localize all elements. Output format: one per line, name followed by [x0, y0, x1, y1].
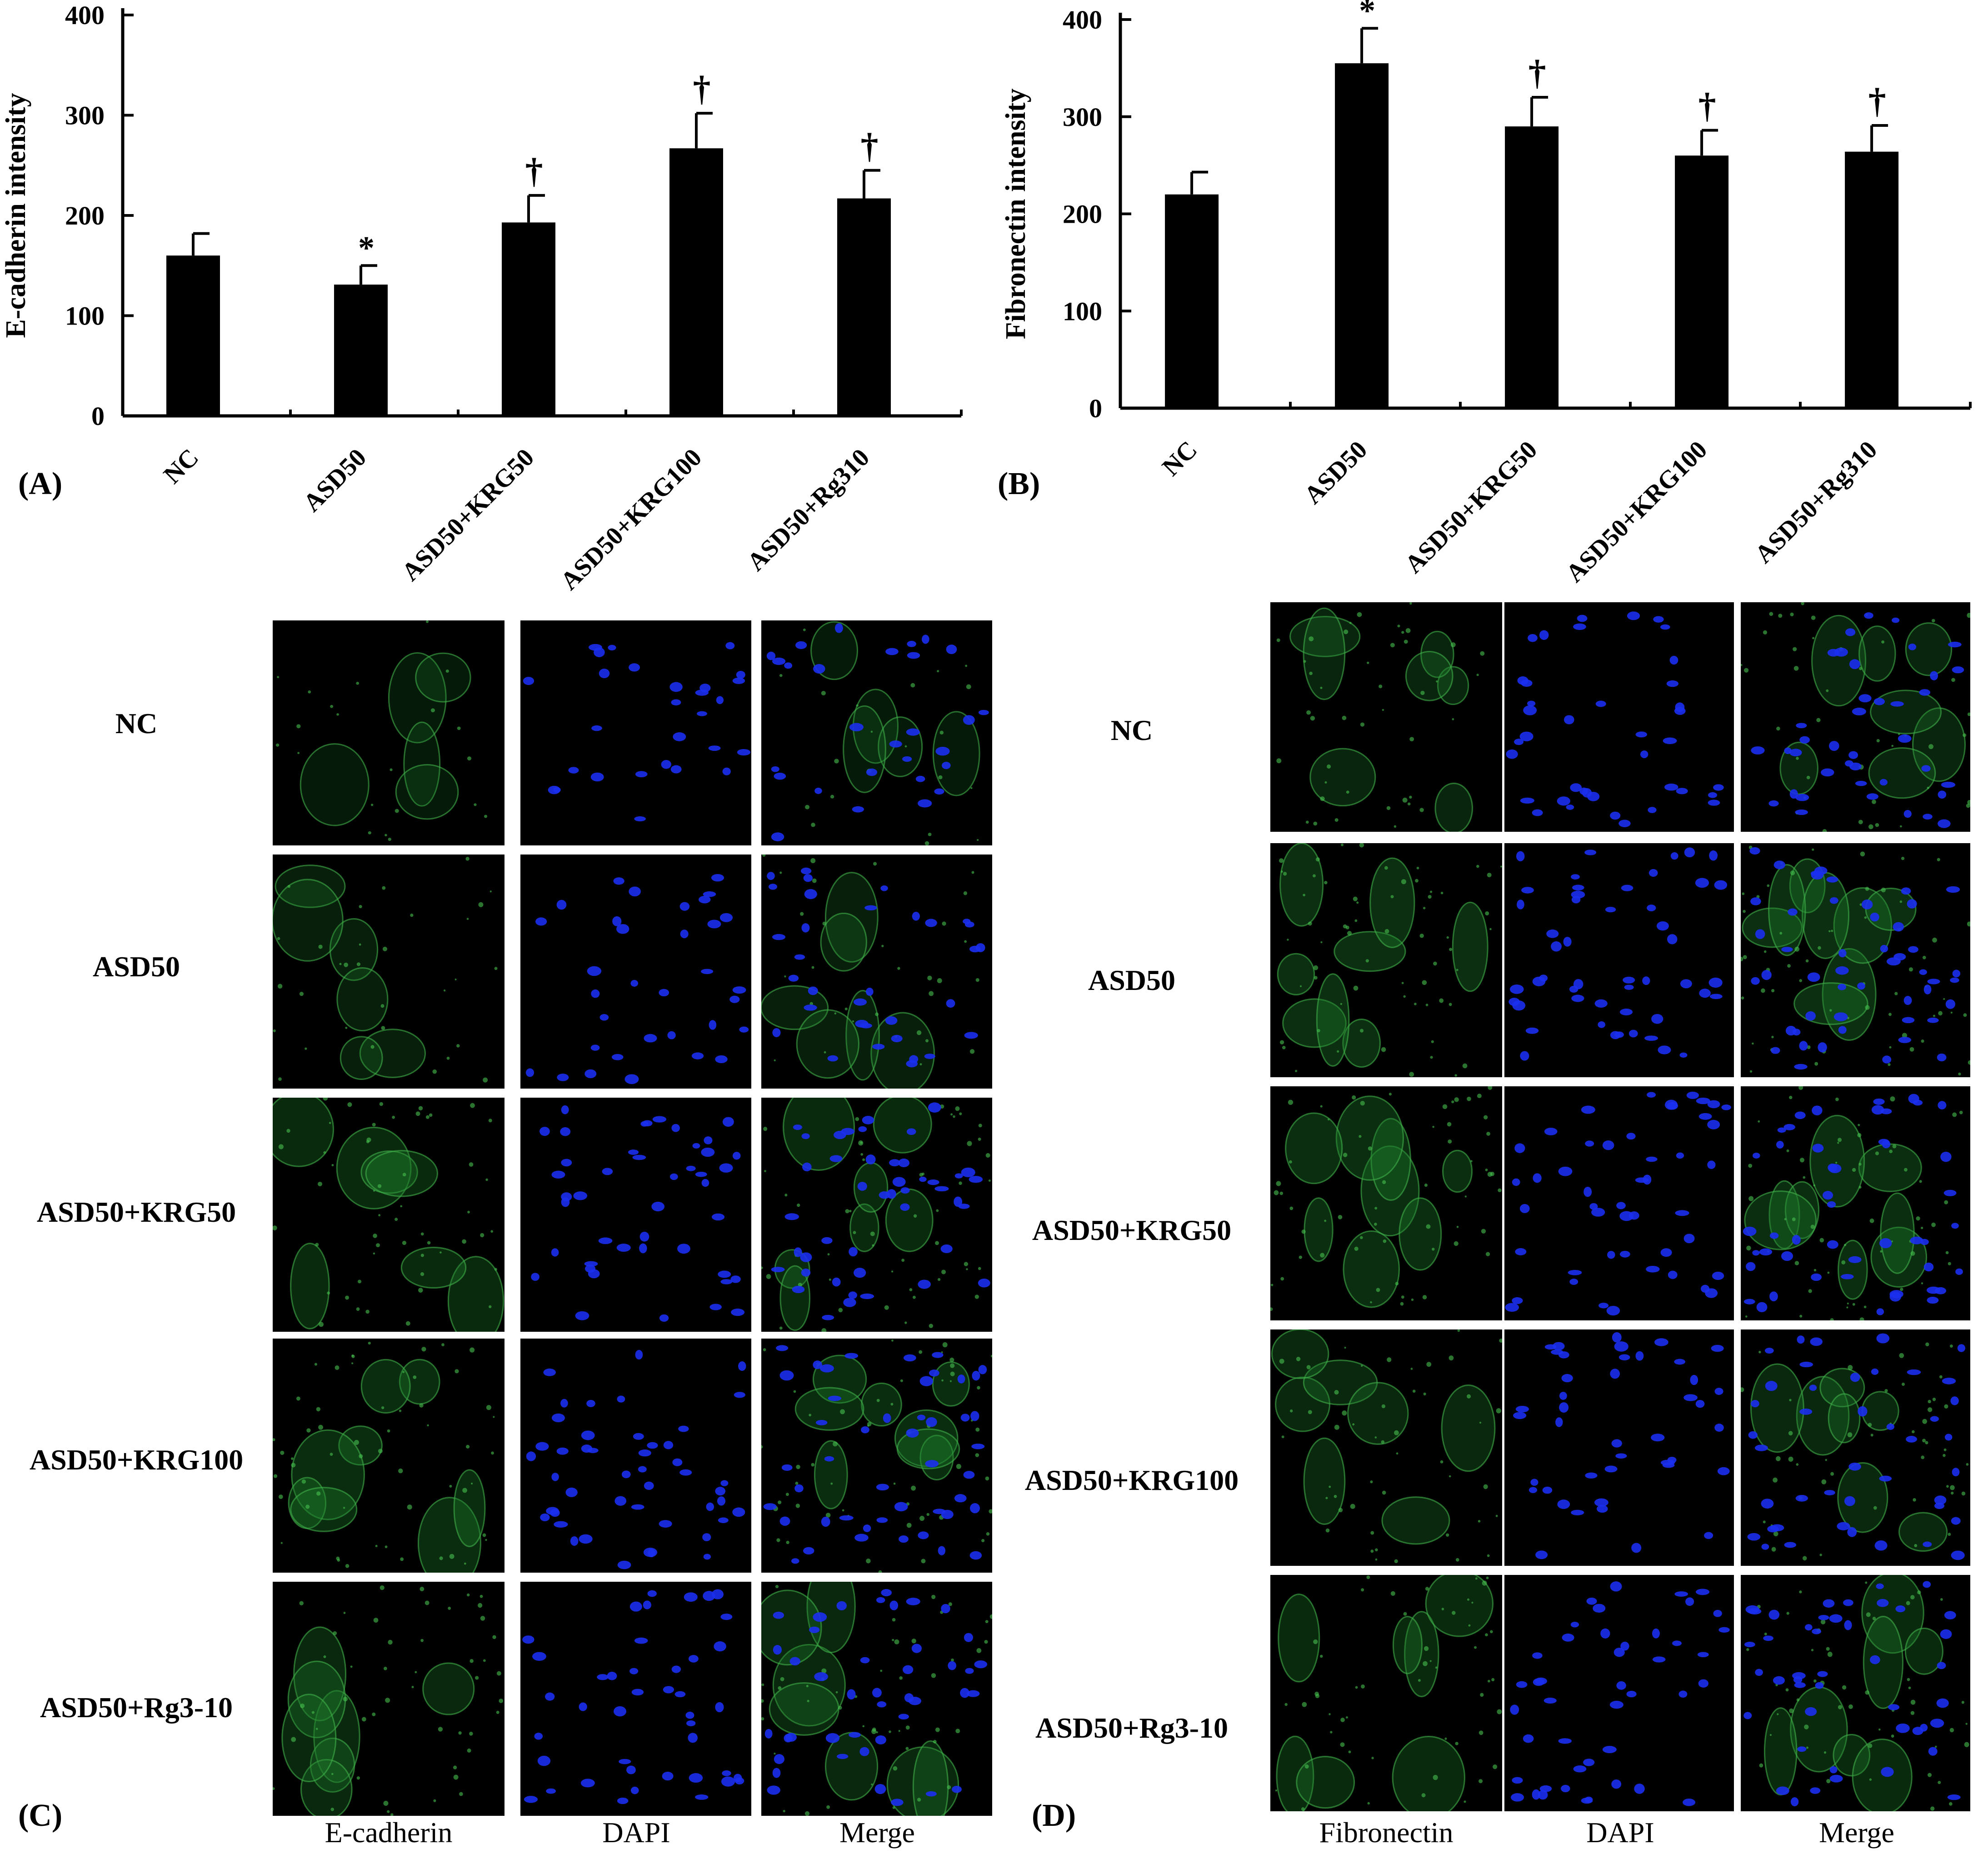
bar: [1165, 194, 1219, 408]
panel-d-row-label: ASD50+KRG100: [1024, 1464, 1239, 1496]
panel-d-column-label: DAPI: [1586, 1816, 1654, 1849]
bar: [1335, 63, 1389, 408]
panel-d-image: [1504, 1575, 1734, 1811]
panel-c-image: [520, 1339, 751, 1573]
panel-c-image: [520, 1582, 751, 1816]
significance-marker: *: [1359, 0, 1375, 29]
x-tick-label: ASD50+KRG50: [396, 443, 539, 586]
x-tick-label: ASD50+KRG100: [555, 443, 707, 595]
x-tick-label: ASD50+Rg310: [742, 443, 875, 576]
significance-marker: †: [860, 126, 878, 165]
x-tick-label: ASD50+KRG100: [1560, 435, 1713, 588]
panel-c-row-label: NC: [115, 707, 158, 740]
panel-c-column-label: Merge: [839, 1816, 915, 1849]
y-tick-label: 400: [65, 0, 105, 30]
chart-b: 0 100 200 300 400 Fibronectin intensity NC * ASD…: [1000, 0, 1972, 588]
panel-c-image: [520, 855, 751, 1089]
panel-d-row-label: ASD50: [1088, 964, 1176, 996]
panel-c-image: [273, 1339, 504, 1573]
panel-d-row-label: ASD50+Rg3-10: [1035, 1712, 1229, 1744]
panel-d-image: [1504, 843, 1734, 1077]
panel-c-image: [273, 1098, 504, 1332]
panel-c-image: [520, 620, 751, 845]
panel-d-image: [1741, 843, 1970, 1077]
y-tick-label: 300: [65, 101, 105, 130]
significance-marker: †: [693, 69, 710, 108]
panel-d-image: [1504, 1086, 1734, 1320]
panel-d-image: [1270, 843, 1502, 1077]
bar: [1845, 151, 1899, 408]
y-tick-label: 200: [65, 201, 105, 230]
x-tick-label: NC: [158, 443, 204, 489]
panel-c-image: [761, 1339, 992, 1573]
panel-c-image: [273, 1582, 504, 1816]
panel-a-letter: (A): [18, 466, 63, 501]
y-tick-label: 100: [65, 301, 105, 331]
panel-c-row-label: ASD50+KRG50: [36, 1196, 236, 1228]
y-tick-label: 300: [1063, 102, 1102, 132]
y-tick-label: 200: [1063, 200, 1102, 229]
bar: [1505, 126, 1559, 408]
panel-c-row-label: ASD50+Rg3-10: [40, 1691, 233, 1724]
panel-d-image: [1270, 1575, 1502, 1811]
y-tick-label: 0: [1089, 394, 1102, 423]
panel-d-image: [1741, 1329, 1970, 1566]
panel-c-image: [761, 1582, 992, 1816]
panel-c-column-label: E-cadherin: [325, 1816, 453, 1849]
panel-c-image: [761, 620, 992, 845]
panel-b-letter: (B): [998, 466, 1040, 501]
panel-c-image: [761, 855, 992, 1089]
panel-d-image: [1270, 1086, 1502, 1320]
y-tick-label: 100: [1063, 296, 1102, 326]
bar: [669, 148, 723, 416]
bar: [501, 222, 555, 416]
bar: [334, 285, 388, 416]
significance-marker: †: [1698, 86, 1716, 125]
panel-d-image: [1741, 602, 1970, 832]
panel-d-image: [1270, 1329, 1502, 1566]
bar-charts-canvas: 0 100 200 300 400 E-cadherin intensity NC * ASD5…: [0, 0, 1972, 595]
panel-d-image: [1741, 1086, 1970, 1320]
panel-c-row-label: ASD50: [92, 950, 180, 983]
bar: [166, 255, 220, 416]
chart-a: 0 100 200 300 400 E-cadherin intensity NC * ASD5…: [0, 0, 963, 595]
panel-c-row-label: ASD50+KRG100: [29, 1444, 244, 1476]
panel-c-image: [273, 855, 504, 1089]
x-tick-label: ASD50+Rg310: [1749, 435, 1883, 569]
panel-d-image: [1270, 602, 1502, 832]
panel-d-image: [1504, 1329, 1734, 1566]
panel-d-row-label: ASD50+KRG50: [1032, 1214, 1232, 1246]
panel-c-letter: (C): [18, 1798, 63, 1833]
significance-marker: †: [1868, 81, 1886, 120]
x-tick-label: NC: [1157, 435, 1203, 481]
x-tick-label: ASD50+KRG50: [1399, 435, 1543, 579]
panel-d-image: [1504, 602, 1734, 832]
x-tick-label: ASD50: [1299, 435, 1373, 510]
panel-d-column-label: Merge: [1819, 1816, 1894, 1849]
y-tick-label: 0: [91, 401, 105, 431]
panel-c-image: [273, 620, 504, 845]
panel-c-image: [520, 1098, 751, 1332]
x-tick-label: ASD50: [298, 443, 372, 517]
y-tick-label: 400: [1063, 5, 1102, 35]
significance-marker: †: [525, 151, 543, 190]
panel-d-letter: (D): [1032, 1798, 1076, 1833]
panel-d-column-label: Fibronectin: [1319, 1816, 1454, 1849]
panel-d-image: [1741, 1575, 1970, 1811]
panel-c-image: [761, 1098, 992, 1332]
panel-c-column-label: DAPI: [602, 1816, 670, 1849]
y-axis-label: Fibronectin intensity: [1000, 89, 1031, 340]
y-axis-label: E-cadherin intensity: [0, 93, 31, 338]
significance-marker: *: [358, 230, 375, 266]
bar: [1675, 155, 1729, 408]
panel-d-row-label: NC: [1110, 714, 1153, 746]
significance-marker: †: [1528, 53, 1546, 92]
bar: [837, 198, 891, 416]
